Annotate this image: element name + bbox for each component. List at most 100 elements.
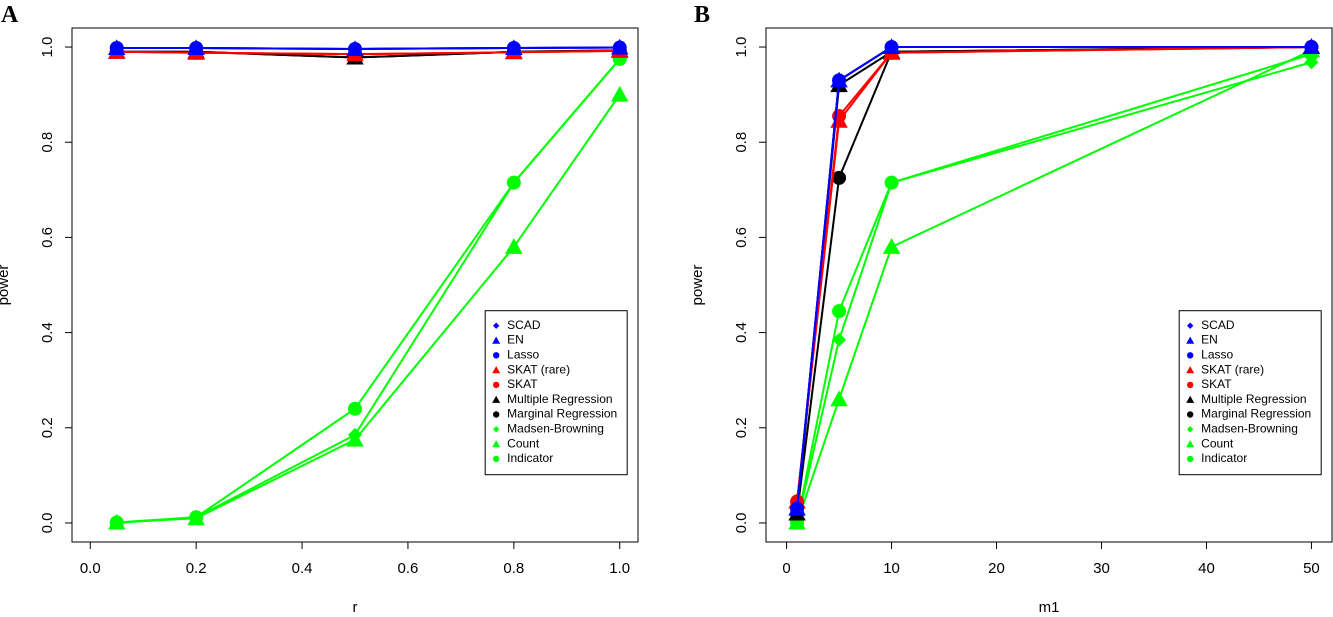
series-lasso [109, 40, 627, 56]
x-tick-label: 10 [883, 560, 900, 577]
legend-label: SKAT (rare) [507, 362, 570, 376]
panel-letter: A [1, 2, 19, 28]
legend-item: SCAD [1186, 318, 1235, 332]
legend-marker [492, 381, 500, 389]
legend-label: Lasso [1201, 347, 1233, 361]
data-point [1304, 40, 1319, 55]
y-tick-label: 0.8 [39, 132, 56, 153]
panel-letter: B [694, 2, 710, 28]
x-tick-label: 0.2 [186, 560, 207, 577]
legend-marker [1186, 381, 1194, 389]
data-point [832, 304, 847, 319]
legend-label: SCAD [1201, 318, 1235, 332]
series-skat [109, 43, 627, 62]
data-point [189, 40, 204, 55]
y-tick-label: 0.6 [39, 227, 56, 248]
x-axis-label: m1 [1039, 599, 1060, 616]
series-line [796, 61, 1312, 524]
x-tick-label: 20 [988, 560, 1005, 577]
data-point [830, 390, 848, 407]
legend-marker [1186, 366, 1195, 374]
y-tick-label: 0.0 [39, 513, 56, 534]
legend-label: SKAT [1201, 377, 1232, 391]
data-point [884, 40, 899, 55]
x-tick-label: 0.0 [80, 560, 101, 577]
data-point [612, 40, 627, 55]
data-point [882, 238, 901, 254]
data-point [506, 40, 521, 55]
legend-label: SCAD [507, 318, 541, 332]
legend-label: Count [1201, 436, 1234, 450]
plot-frame [71, 27, 639, 543]
legend-marker [492, 395, 501, 403]
data-point [832, 332, 847, 347]
legend-marker [492, 352, 500, 359]
legend-marker [1186, 440, 1195, 448]
legend-marker [1186, 455, 1194, 463]
x-tick-label: 30 [1093, 560, 1110, 577]
x-axis-label: r [353, 599, 358, 616]
series-line [796, 53, 1312, 523]
x-tick-label: 0.4 [292, 560, 313, 577]
legend-label: Multiple Regression [507, 392, 612, 406]
legend-item: EN [492, 333, 524, 347]
series-indicator [109, 51, 627, 530]
legend-box [484, 310, 628, 476]
y-tick-label: 0.8 [733, 132, 750, 153]
legend-marker [1186, 352, 1194, 359]
y-tick-label: 0.6 [733, 227, 750, 248]
data-point [346, 430, 364, 447]
legend-label: SKAT [507, 377, 538, 391]
legend-marker [1186, 336, 1195, 344]
legend-item: Lasso [1186, 347, 1234, 361]
legend-item: Madsen-Browning [492, 421, 604, 435]
legend-item: Indicator [492, 451, 553, 465]
legend-label: Marginal Regression [1201, 407, 1311, 421]
legend-marker [492, 411, 500, 418]
y-axis-label: power [0, 265, 12, 306]
y-tick-label: 0.4 [733, 322, 750, 343]
y-tick-label: 1.0 [39, 37, 56, 58]
legend-label: EN [507, 333, 524, 347]
data-point [832, 170, 847, 185]
y-tick-label: 0.0 [733, 513, 750, 534]
panel-a: A 0.0 0.2 0.4 0.6 0.8 1.0 0.0 0.2 0.4 0.6 0.8 1.0 r po… [0, 2, 639, 616]
series-lasso [790, 40, 1319, 516]
x-tick-label: 1.0 [609, 560, 630, 577]
data-point [610, 85, 629, 102]
legend-label: Marginal Regression [507, 407, 617, 421]
legend-item: Count [1186, 436, 1234, 450]
legend-label: Multiple Regression [1201, 392, 1306, 406]
legend-item: EN [1186, 333, 1218, 347]
legend-label: Lasso [507, 347, 539, 361]
legend-item: Marginal Regression [1186, 407, 1311, 421]
y-tick-label: 0.4 [39, 322, 56, 343]
data-point [790, 501, 805, 516]
x-tick-label: 40 [1198, 560, 1215, 577]
legend-label: Madsen-Browning [507, 421, 604, 435]
legend-marker [1186, 411, 1194, 418]
data-point [832, 73, 847, 88]
legend-item: Madsen-Browning [1186, 421, 1298, 435]
legend-marker [492, 426, 500, 433]
legend-item: Count [492, 436, 540, 450]
legend-item: Indicator [1186, 451, 1247, 465]
legend-marker [1186, 395, 1195, 403]
legend-item: SKAT [492, 377, 538, 391]
series-line [796, 46, 1312, 502]
legend-item: SKAT [1186, 377, 1232, 391]
legend-marker [492, 455, 500, 463]
series-line [796, 49, 1312, 523]
legend-item: SKAT (rare) [1186, 362, 1264, 376]
legend-marker [492, 322, 500, 329]
plot-frame [765, 27, 1333, 543]
legend-item: Multiple Regression [492, 392, 613, 406]
y-tick-label: 0.2 [733, 417, 750, 438]
legend-item: SKAT (rare) [492, 362, 570, 376]
legend-label: Madsen-Browning [1201, 421, 1298, 435]
data-point [109, 515, 124, 530]
data-point [505, 238, 523, 254]
y-axis-label: power [689, 265, 706, 306]
legend-label: Indicator [1201, 451, 1247, 465]
